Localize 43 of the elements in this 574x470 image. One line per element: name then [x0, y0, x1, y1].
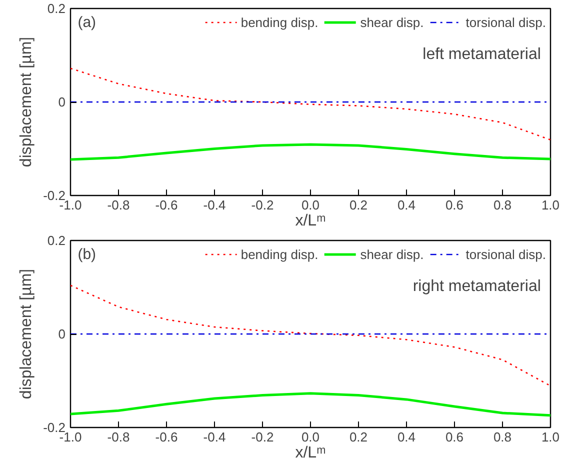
x-tick-label: 0.2 [349, 198, 368, 212]
x-tick-label: -0.6 [155, 430, 178, 444]
x-tick-label: -0.2 [251, 430, 274, 444]
x-tick-label: 1.0 [541, 430, 560, 444]
legend-label: torsional disp. [466, 14, 546, 30]
y-tick-label: 0.2 [47, 1, 66, 16]
annotation: left metamaterial [422, 46, 541, 63]
x-tick-label: 0.4 [397, 198, 416, 212]
x-tick-label: 0.0 [301, 430, 320, 444]
annotation: (b) [78, 246, 96, 264]
x-tick-label: -0.8 [107, 430, 130, 444]
y-axis-title: displacement [µm] [18, 36, 36, 168]
x-tick-label: 0.4 [397, 430, 416, 444]
annotation: (a) [78, 14, 96, 32]
x-tick-label: 0.8 [493, 430, 512, 444]
legend-label: shear disp. [360, 14, 424, 30]
legend-label: shear disp. [360, 246, 424, 262]
line-series [70, 392, 550, 417]
x-tick-label: 0.6 [445, 198, 464, 212]
legend-label: bending disp. [240, 246, 318, 262]
x-axis-title: x/Lᵐ [295, 212, 326, 230]
line-series [70, 68, 550, 141]
line-series [70, 143, 550, 161]
x-tick-label: 0.8 [493, 198, 512, 212]
y-axis-title: displacement [µm] [18, 268, 36, 400]
x-tick-label: -0.4 [203, 198, 226, 212]
y-tick-label: -0.2 [43, 188, 66, 203]
x-tick-label: -0.4 [203, 430, 226, 444]
x-tick-label: 0.2 [349, 430, 368, 444]
y-tick-label: 0.2 [47, 233, 66, 248]
x-tick-label: 0.6 [445, 430, 464, 444]
x-axis-title: x/Lᵐ [295, 444, 326, 462]
y-tick-label: 0 [58, 94, 66, 110]
x-tick-label: -0.8 [107, 198, 130, 212]
legend-label: torsional disp. [466, 246, 546, 262]
legend-label: bending disp. [240, 14, 318, 30]
x-tick-label: -0.2 [251, 198, 274, 212]
x-tick-label: 1.0 [541, 198, 560, 212]
annotation: right metamaterial [412, 278, 541, 295]
y-tick-label: 0 [58, 326, 66, 342]
x-tick-label: 0.0 [301, 198, 320, 212]
y-tick-label: -0.2 [43, 420, 66, 435]
x-tick-label: -0.6 [155, 198, 178, 212]
